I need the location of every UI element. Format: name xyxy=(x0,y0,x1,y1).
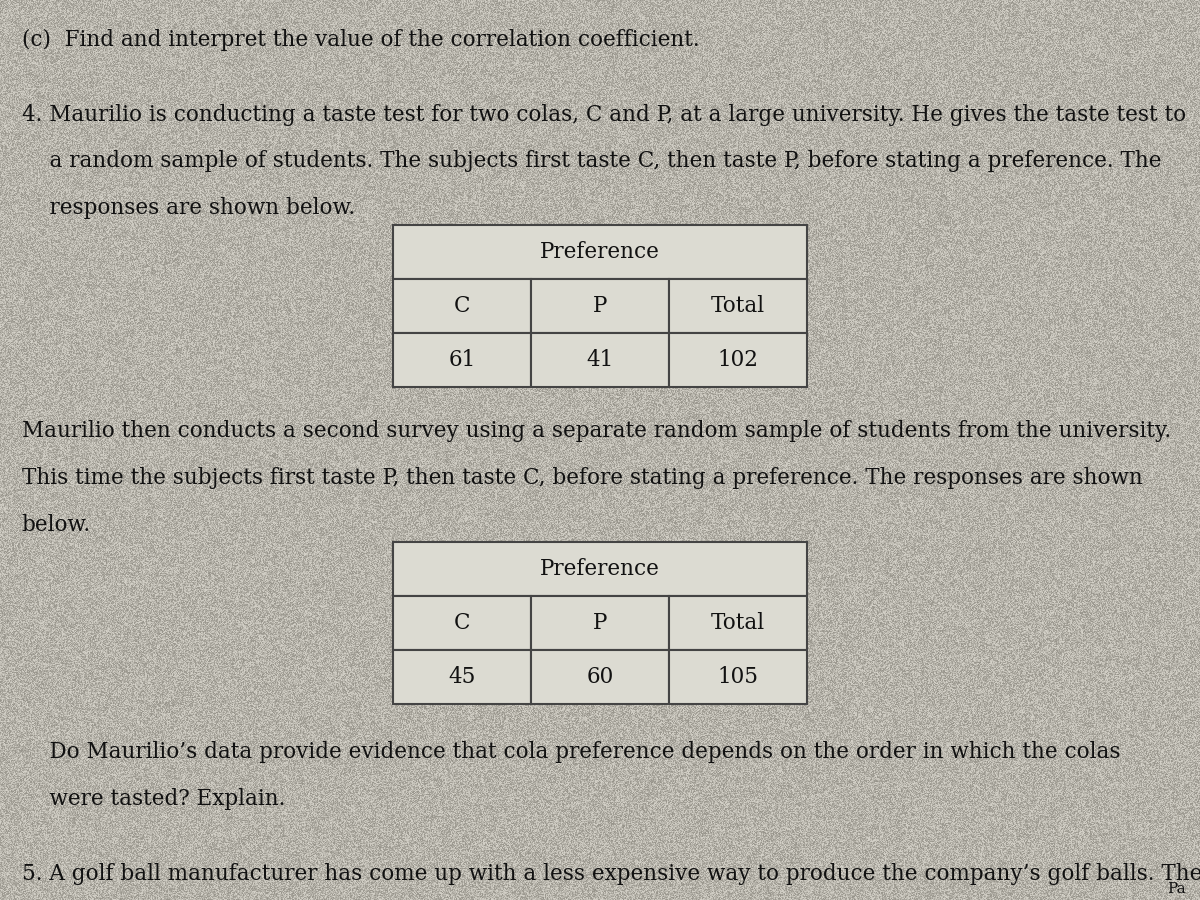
Text: responses are shown below.: responses are shown below. xyxy=(22,197,355,220)
Text: Total: Total xyxy=(710,612,766,634)
Bar xyxy=(670,596,808,650)
Text: 102: 102 xyxy=(718,349,758,372)
Bar xyxy=(530,596,670,650)
Text: This time the subjects first taste P, then taste C, before stating a preference.: This time the subjects first taste P, th… xyxy=(22,467,1142,489)
Text: 41: 41 xyxy=(587,349,613,372)
Text: 105: 105 xyxy=(718,666,758,688)
Bar xyxy=(394,596,530,650)
Bar xyxy=(670,333,808,387)
Text: (c)  Find and interpret the value of the correlation coefficient.: (c) Find and interpret the value of the … xyxy=(22,29,700,51)
Bar xyxy=(530,650,670,704)
Text: Preference: Preference xyxy=(540,558,660,580)
Text: 5. A golf ball manufacturer has come up with a less expensive way to produce the: 5. A golf ball manufacturer has come up … xyxy=(22,863,1200,885)
Text: 61: 61 xyxy=(449,349,475,372)
Text: Pa: Pa xyxy=(1166,882,1186,896)
Bar xyxy=(670,650,808,704)
Text: Preference: Preference xyxy=(540,241,660,264)
Bar xyxy=(394,333,530,387)
Text: 4. Maurilio is conducting a taste test for two colas, C and P, at a large univer: 4. Maurilio is conducting a taste test f… xyxy=(22,104,1186,126)
Bar xyxy=(394,650,530,704)
Text: 45: 45 xyxy=(449,666,475,688)
Bar xyxy=(394,225,808,279)
Bar xyxy=(394,279,530,333)
Text: a random sample of students. The subjects first taste C, then taste P, before st: a random sample of students. The subject… xyxy=(22,150,1162,173)
Text: Do Maurilio’s data provide evidence that cola preference depends on the order in: Do Maurilio’s data provide evidence that… xyxy=(22,742,1120,763)
Bar xyxy=(394,542,808,596)
Text: were tasted? Explain.: were tasted? Explain. xyxy=(22,788,284,810)
Bar xyxy=(530,279,670,333)
Bar xyxy=(670,279,808,333)
Text: P: P xyxy=(593,612,607,634)
Text: 60: 60 xyxy=(587,666,613,688)
Bar xyxy=(530,333,670,387)
Text: C: C xyxy=(454,612,470,634)
Text: P: P xyxy=(593,295,607,318)
Text: C: C xyxy=(454,295,470,318)
Text: Maurilio then conducts a second survey using a separate random sample of student: Maurilio then conducts a second survey u… xyxy=(22,420,1171,442)
Text: Total: Total xyxy=(710,295,766,318)
Text: below.: below. xyxy=(22,514,91,536)
